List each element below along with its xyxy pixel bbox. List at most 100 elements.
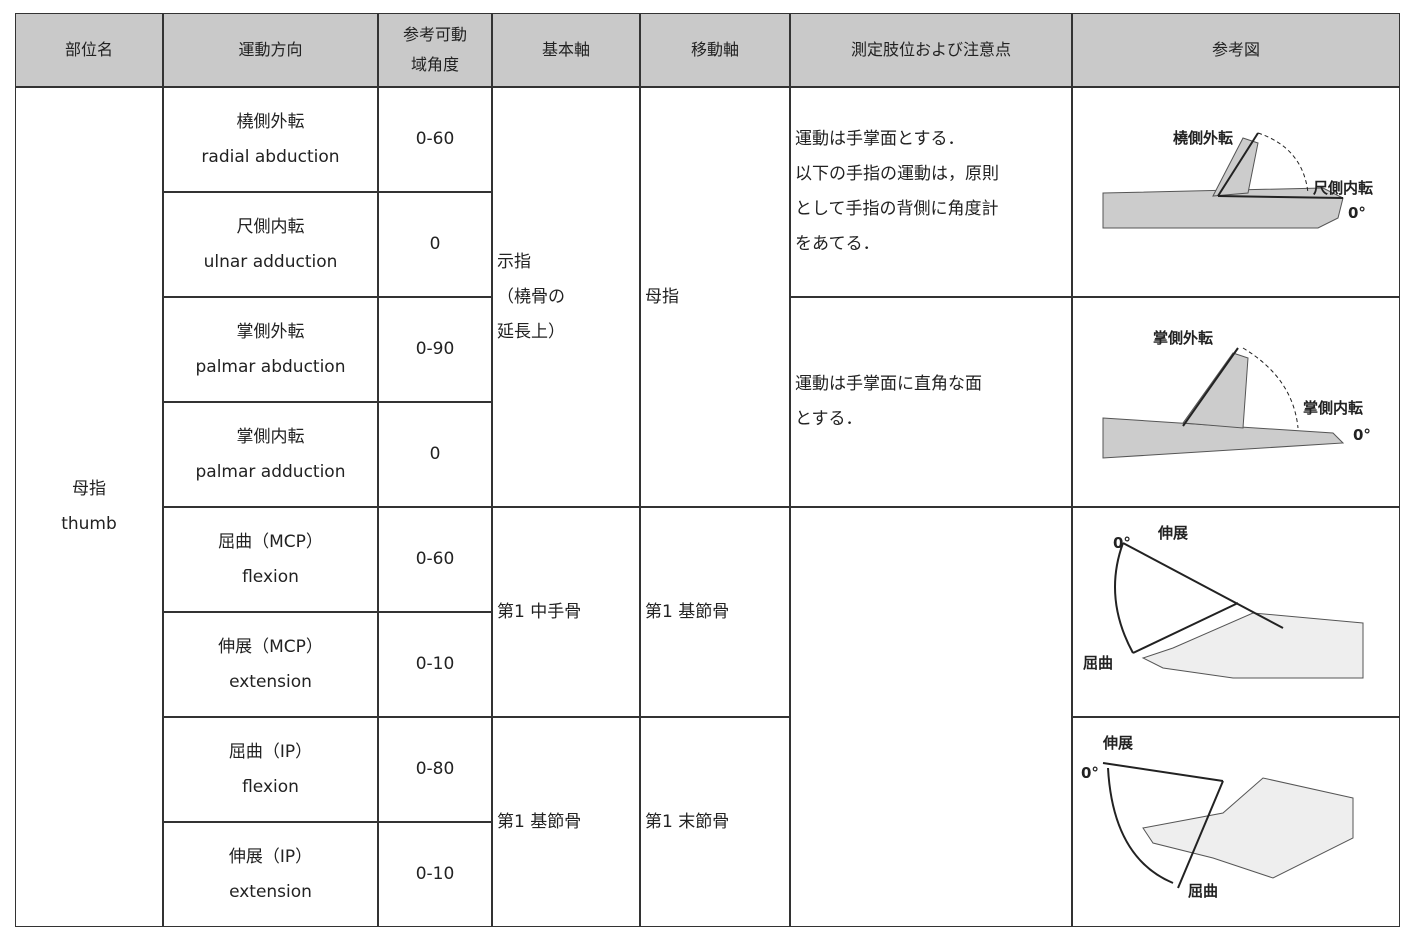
range: 0-10 — [415, 864, 455, 884]
movement-ja: 掌側外転 — [236, 321, 305, 342]
header-cell: 運動方向 — [163, 13, 378, 87]
figure-shape — [1102, 417, 1345, 459]
note-line: として手指の背側に角度計 — [795, 199, 999, 219]
header-text: 移動軸 — [690, 40, 739, 59]
note-cell — [790, 507, 1072, 927]
figure-shape — [1132, 602, 1239, 654]
part-en: thumb — [61, 514, 117, 534]
movement-ja: 屈曲（MCP） — [218, 531, 323, 552]
base-axis: 示指 — [497, 251, 531, 272]
figure-label: 掌側内転 — [1303, 399, 1363, 417]
header-text: 基本軸 — [541, 40, 590, 59]
movement-cell: 尺側内転 ulnar adduction — [163, 192, 378, 297]
note-line: 以下の手指の運動は，原則 — [795, 164, 999, 184]
range: 0-10 — [415, 654, 455, 674]
movement-en: radial abduction — [201, 146, 340, 167]
movement-en: ulnar adduction — [203, 251, 338, 272]
figure-cell: 伸展 0° 屈曲 — [1072, 717, 1400, 927]
figure-label: 0° — [1348, 204, 1366, 222]
header-cell: 移動軸 — [640, 13, 790, 87]
figure-shape — [1141, 612, 1364, 679]
movement-en: extension — [229, 671, 312, 692]
range-cell: 0-60 — [378, 507, 492, 612]
range: 0-90 — [415, 339, 455, 359]
movement-cell: 掌側外転 palmar abduction — [163, 297, 378, 402]
note-cell: 運動は手掌面とする． 以下の手指の運動は，原則 として手指の背側に角度計 をあてる． — [790, 87, 1072, 297]
figure-label: 屈曲 — [1188, 882, 1218, 900]
base-axis-cell: 第1 基節骨 — [492, 717, 640, 927]
movement-cell: 屈曲（MCP） flexion — [163, 507, 378, 612]
figure: 伸展0° 屈曲 — [1081, 734, 1354, 900]
figure-shape — [1182, 347, 1239, 427]
figure-label: 橈側外転 — [1173, 129, 1233, 147]
range-cell: 0-10 — [378, 612, 492, 717]
figure-cell: 掌側外転 掌側内転 0° — [1072, 297, 1400, 507]
header-text: 参考図 — [1211, 40, 1260, 59]
figure-label: 0° — [1081, 764, 1099, 782]
figure-shape — [1122, 542, 1284, 629]
movement-ja: 伸展（IP） — [228, 846, 313, 867]
moving-axis: 第1 末節骨 — [645, 811, 730, 832]
base-axis: 延長上） — [497, 321, 565, 342]
note-line: をあてる． — [795, 234, 880, 254]
figure-shape — [1107, 767, 1174, 884]
figure-shape — [1217, 132, 1259, 197]
range-cell: 0-10 — [378, 822, 492, 927]
figure-shape — [1114, 542, 1134, 654]
range-cell: 0-60 — [378, 87, 492, 192]
figure-label: 屈曲 — [1083, 654, 1113, 672]
moving-axis-cell: 母指 — [640, 87, 790, 507]
base-axis-cell: 示指 （橈骨の延長上） — [492, 87, 640, 507]
range: 0 — [429, 444, 441, 464]
header-cell: 測定肢位および注意点 — [790, 13, 1072, 87]
figure-label: 伸展 — [1157, 524, 1188, 542]
range: 0-80 — [415, 759, 455, 779]
header-text: 運動方向 — [238, 40, 303, 59]
movement-cell: 橈側外転 radial abduction — [163, 87, 378, 192]
figure-shape — [1102, 762, 1224, 782]
note-cell: 運動は手掌面に直角な面 とする． — [790, 297, 1072, 507]
base-axis-cell: 第1 中手骨 — [492, 507, 640, 717]
header-cell: 参考図 — [1072, 13, 1400, 87]
range-cell: 0-90 — [378, 297, 492, 402]
figure-cell: 0° 伸展屈曲 — [1072, 507, 1400, 717]
movement-ja: 橈側外転 — [236, 111, 305, 132]
header-cell: 基本軸 — [492, 13, 640, 87]
figure-shape — [1142, 777, 1354, 879]
moving-axis-cell: 第1 基節骨 — [640, 507, 790, 717]
figure-shape — [1242, 347, 1299, 429]
header-cell: 参考可動域角度 — [378, 13, 492, 87]
range: 0-60 — [415, 549, 455, 569]
base-axis: 第1 中手骨 — [497, 601, 582, 622]
range: 0-60 — [415, 129, 455, 149]
movement-ja: 伸展（MCP） — [218, 636, 323, 657]
range: 0 — [429, 234, 441, 254]
movement-cell: 屈曲（IP） flexion — [163, 717, 378, 822]
figure-label: 伸展 — [1102, 734, 1133, 752]
header-text: 測定肢位および注意点 — [850, 40, 1011, 59]
note-line: 運動は手掌面に直角な面 — [795, 374, 982, 394]
figure-shape — [1182, 352, 1249, 429]
movement-cell: 掌側内転 palmar adduction — [163, 402, 378, 507]
range-cell: 0 — [378, 402, 492, 507]
figure-shape — [1217, 195, 1344, 199]
header-cell: 部位名 — [15, 13, 163, 87]
range-cell: 0-80 — [378, 717, 492, 822]
figure-label: 0° — [1113, 534, 1131, 552]
base-axis: （橈骨の — [497, 286, 565, 307]
header-text: 参考可動域角度 — [402, 25, 467, 74]
note-line: 運動は手掌面とする． — [795, 129, 965, 149]
header-text: 部位名 — [64, 40, 113, 59]
range-cell: 0 — [378, 192, 492, 297]
movement-ja: 掌側内転 — [236, 426, 305, 447]
part-ja: 母指 — [72, 479, 106, 499]
moving-axis: 母指 — [645, 286, 679, 307]
note-line: とする． — [795, 409, 863, 429]
movement-ja: 尺側内転 — [236, 216, 305, 237]
part-cell: 母指 thumb — [15, 87, 163, 927]
figure-shape — [1257, 132, 1309, 194]
